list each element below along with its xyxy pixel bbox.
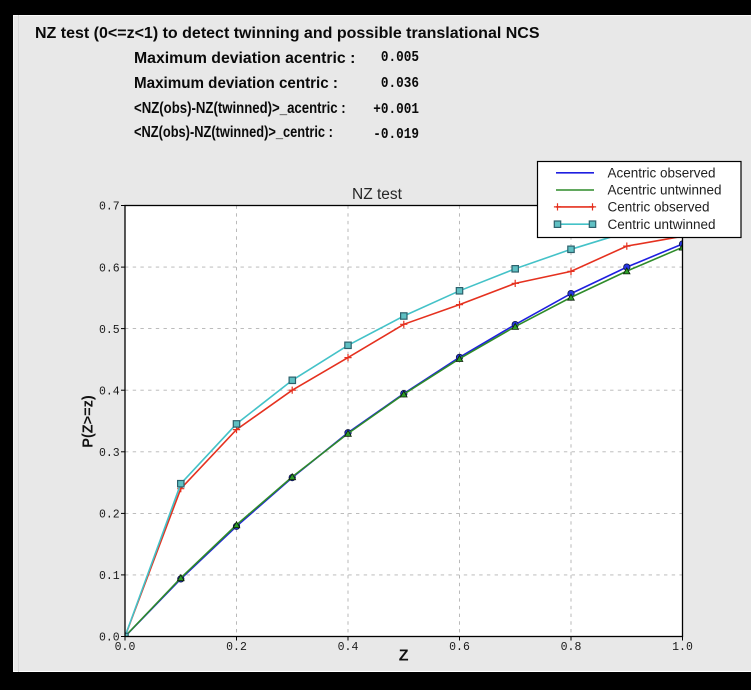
svg-text:P(Z>=z): P(Z>=z) [81, 395, 97, 448]
svg-text:0.6: 0.6 [99, 262, 120, 275]
svg-text:0.6: 0.6 [449, 641, 470, 654]
svg-text:Centric untwinned: Centric untwinned [608, 217, 716, 232]
svg-text:0.0: 0.0 [115, 641, 136, 654]
svg-text:NZ test: NZ test [352, 186, 403, 203]
svg-text:0.7: 0.7 [99, 201, 120, 214]
svg-text:0.8: 0.8 [561, 641, 582, 654]
svg-text:0.2: 0.2 [99, 509, 120, 522]
svg-text:0.1: 0.1 [99, 570, 120, 583]
svg-text:0.0: 0.0 [99, 632, 120, 645]
svg-text:0.5: 0.5 [99, 324, 120, 337]
svg-text:0.4: 0.4 [99, 385, 120, 398]
svg-text:0.2: 0.2 [226, 641, 247, 654]
svg-text:Acentric observed: Acentric observed [608, 165, 716, 180]
svg-text:Acentric untwinned: Acentric untwinned [608, 183, 722, 198]
svg-text:Z: Z [399, 648, 409, 665]
svg-text:0.3: 0.3 [99, 447, 120, 460]
svg-text:0.4: 0.4 [338, 641, 359, 654]
svg-text:1.0: 1.0 [672, 641, 693, 654]
svg-text:Centric observed: Centric observed [608, 200, 710, 215]
